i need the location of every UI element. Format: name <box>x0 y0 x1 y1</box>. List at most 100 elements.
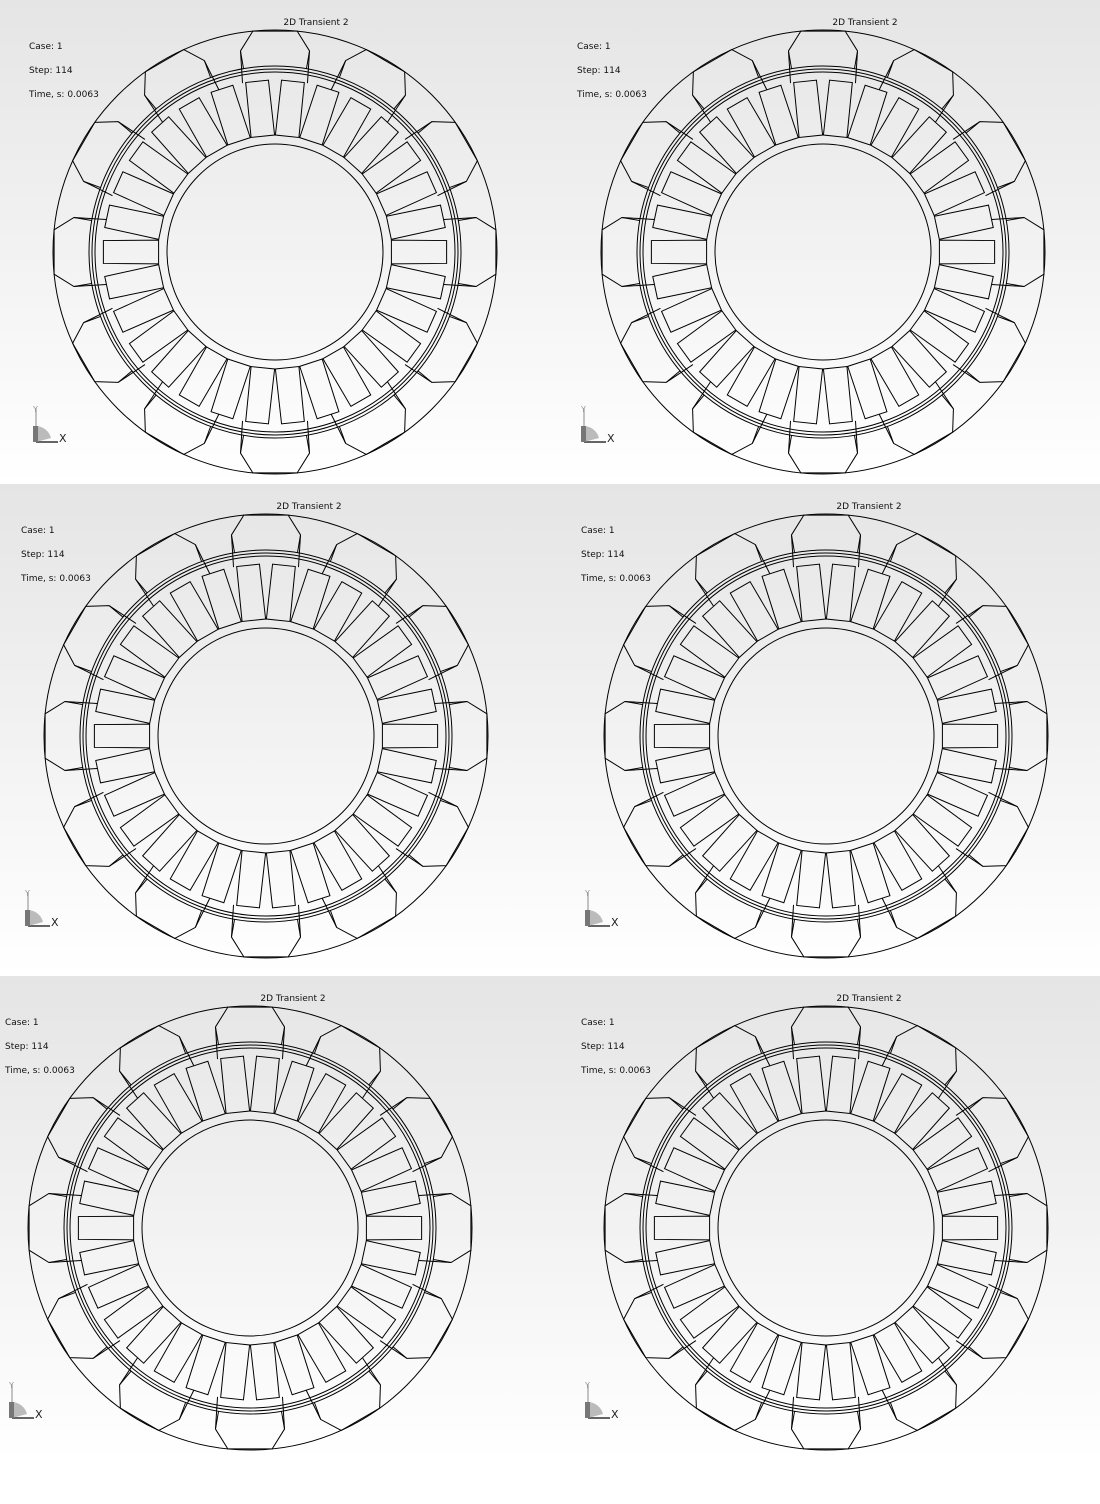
stator-slot <box>796 849 827 909</box>
axis-x-label: X <box>59 432 67 445</box>
pole-edge <box>305 435 311 454</box>
pole-edge <box>668 854 684 867</box>
case-label: Case: 1 <box>29 42 63 52</box>
rotor-pole <box>434 700 488 772</box>
pole-edge <box>624 1258 643 1264</box>
time-label: Time, s: 0.0063 <box>577 90 647 100</box>
stator-slot <box>761 568 802 630</box>
airgap-circle <box>79 549 453 923</box>
stator-slot <box>729 1072 779 1134</box>
stator-slot <box>679 1286 740 1339</box>
viewport-title: 2D Transient 2 <box>836 994 902 1004</box>
stator-slot <box>375 287 438 333</box>
viewport-5[interactable]: 2D Transient 2 Case: 1 Step: 114 Time, s… <box>0 976 550 1460</box>
pole-edge <box>280 1411 286 1430</box>
pole-edge <box>968 605 984 618</box>
rotor-pole <box>28 1192 82 1264</box>
pole-edge <box>119 1070 132 1086</box>
stator-slot <box>655 1240 716 1276</box>
pole-edge <box>751 60 760 78</box>
pole-edge <box>886 426 895 444</box>
rotor-pole <box>321 865 397 939</box>
axis-x-label: X <box>611 1408 619 1421</box>
stator-slot <box>850 842 891 904</box>
rotor-pole <box>878 49 954 123</box>
axis-triad-icon: X Y <box>24 889 59 929</box>
stator-slot <box>274 79 305 139</box>
stator-slot <box>376 688 437 724</box>
pole-edge <box>1000 799 1018 808</box>
motor-geometry[interactable] <box>0 976 550 1460</box>
pole-edge <box>449 180 467 189</box>
rotor-pole <box>623 1097 697 1173</box>
viewport-title: 2D Transient 2 <box>283 18 349 28</box>
inner-bore-circle <box>717 1119 935 1337</box>
pole-edge <box>631 315 649 324</box>
rotor-pole <box>119 1357 195 1431</box>
stator-inner-circle <box>66 1044 434 1412</box>
rotor-pole <box>994 700 1048 772</box>
pole-edge <box>392 1097 408 1110</box>
rotor-pole <box>881 533 957 607</box>
pole-edge <box>695 578 708 594</box>
stator-slot <box>729 580 779 642</box>
stator-slot <box>290 842 331 904</box>
rotor-pole <box>955 1097 1029 1173</box>
motor-geometry[interactable] <box>550 484 1100 976</box>
motor-geometry[interactable] <box>550 976 1100 1460</box>
pole-edge <box>1009 1258 1028 1264</box>
stator-slot <box>894 1092 951 1151</box>
stator-slot <box>936 748 997 784</box>
stator-slot <box>128 141 189 194</box>
pole-edge <box>754 1036 763 1054</box>
viewport-title: 2D Transient 2 <box>276 502 342 512</box>
pole-edge <box>790 919 796 938</box>
pole-edge <box>58 1156 76 1165</box>
pole-edge <box>48 1258 67 1264</box>
rotor-pole <box>239 30 311 84</box>
rotor-pole <box>881 1025 957 1099</box>
stator-slot <box>274 1060 315 1122</box>
pole-edge <box>144 94 157 110</box>
stator-slot <box>926 1263 989 1309</box>
stator-slot <box>361 141 422 194</box>
viewport-4[interactable]: 2D Transient 2 Case: 1 Step: 114 Time, s… <box>550 484 1100 976</box>
viewport-6[interactable]: 2D Transient 2 Case: 1 Step: 114 Time, s… <box>550 976 1100 1460</box>
rotor-pole <box>321 533 397 607</box>
pole-edge <box>417 121 433 134</box>
stator-slot <box>365 1215 423 1241</box>
case-label: Case: 1 <box>581 526 615 536</box>
stator-slot <box>652 204 713 240</box>
stator-slot <box>850 1334 891 1396</box>
rotor-pole <box>443 216 497 288</box>
stator-slot <box>245 79 276 139</box>
rotor-pole <box>47 1283 121 1359</box>
stator-slot <box>726 346 776 408</box>
rotor-pole <box>379 1097 453 1173</box>
stator-slot <box>210 358 251 420</box>
pole-edge <box>305 50 311 69</box>
axis-y-label: Y <box>584 889 590 898</box>
motor-geometry[interactable] <box>0 484 550 976</box>
stator-bore-circle <box>69 1047 431 1409</box>
viewport-2[interactable]: 2D Transient 2 Case: 1 Step: 114 Time, s… <box>550 0 1100 484</box>
case-label: Case: 1 <box>5 1018 39 1028</box>
stator-slot <box>926 655 989 701</box>
rotor-pole <box>692 49 768 123</box>
stator-slot <box>112 287 175 333</box>
stator-slot <box>318 1092 375 1151</box>
viewport-3[interactable]: 2D Transient 2 Case: 1 Step: 114 Time, s… <box>0 484 550 976</box>
pole-edge <box>230 919 236 938</box>
stator-slot <box>825 1341 856 1401</box>
inner-bore-circle <box>166 143 384 361</box>
stator-slot <box>701 1092 758 1151</box>
pole-edge <box>108 605 124 618</box>
motor-geometry[interactable] <box>0 0 550 484</box>
pole-edge <box>214 1411 220 1430</box>
viewport-1[interactable]: 2D Transient 2 Case: 1 Step: 114 Time, s… <box>0 0 550 484</box>
rotor-pole <box>991 216 1045 288</box>
pole-edge <box>751 426 760 444</box>
pole-edge <box>368 1370 381 1386</box>
motor-geometry[interactable] <box>550 0 1100 484</box>
pole-edge <box>392 1346 408 1359</box>
